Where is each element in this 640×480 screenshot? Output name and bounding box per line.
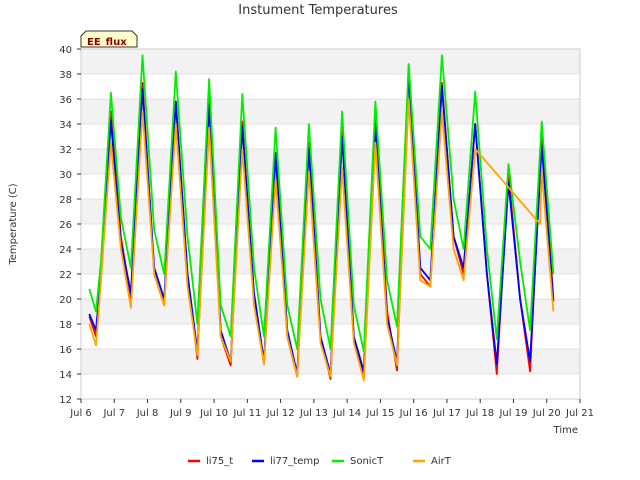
grid-band — [81, 99, 580, 124]
x-tick-label: Jul 8 — [136, 408, 159, 419]
x-tick-label: Jul 21 — [565, 408, 594, 419]
y-tick-label: 36 — [59, 95, 72, 106]
legend-label: SonicT — [350, 456, 384, 467]
series-line-SonicT — [88, 54, 555, 353]
series-line-li77_temp — [88, 73, 555, 375]
grid-band — [81, 149, 580, 174]
x-tick-label: Jul 17 — [432, 408, 461, 419]
x-tick-label: Jul 14 — [332, 408, 361, 419]
y-tick-label: 38 — [59, 70, 72, 81]
y-tick-label: 22 — [59, 270, 72, 281]
chart-title: Instument Temperatures — [238, 3, 398, 18]
grid-band — [81, 199, 580, 224]
y-tick-label: 28 — [59, 195, 72, 206]
x-tick-label: Jul 6 — [69, 408, 92, 419]
legend-label: li75_t — [206, 456, 233, 467]
x-tick-label: Jul 20 — [532, 408, 561, 419]
y-tick-label: 34 — [59, 120, 72, 131]
legend-label: li77_temp — [270, 456, 319, 467]
series-line-AirT — [88, 98, 555, 382]
x-tick-label: Jul 10 — [199, 408, 228, 419]
y-tick-label: 18 — [59, 320, 72, 331]
y-tick-label: 32 — [59, 145, 72, 156]
y-tick-label: 24 — [59, 245, 72, 256]
x-tick-label: Jul 12 — [266, 408, 295, 419]
x-tick-label: Jul 16 — [399, 408, 428, 419]
y-tick-label: 14 — [59, 370, 72, 381]
x-tick-label: Jul 13 — [299, 408, 328, 419]
y-axis-label: Temperature (C) — [8, 183, 19, 265]
legend-label: AirT — [431, 456, 452, 467]
y-tick-label: 30 — [59, 170, 72, 181]
series-lines — [88, 54, 555, 382]
grid-band — [81, 49, 580, 74]
legend: li75_t li77_temp SonicT AirT — [188, 456, 452, 467]
badge: EE_flux — [80, 30, 138, 48]
y-tick-label: 40 — [59, 45, 72, 56]
grid-band — [81, 299, 580, 324]
x-tick-label: Jul 9 — [169, 408, 192, 419]
y-tick-label: 20 — [59, 295, 72, 306]
x-tick-label: Jul 7 — [102, 408, 125, 419]
y-tick-label: 16 — [59, 345, 72, 356]
x-tick-label: Jul 18 — [465, 408, 494, 419]
x-tick-label: Jul 15 — [365, 408, 394, 419]
y-axis: 12 14 16 18 20 22 24 26 28 30 32 34 36 38 40 — [59, 45, 81, 406]
y-tick-label: 26 — [59, 220, 72, 231]
x-axis: Jul 6 Jul 7 Jul 8 Jul 9 Jul 10 Jul 11 Jul 12 Ju… — [69, 399, 594, 419]
x-axis-label: Time — [553, 425, 578, 436]
y-tick-label: 12 — [59, 395, 72, 406]
x-tick-label: Jul 11 — [232, 408, 261, 419]
badge-label: EE_flux — [87, 37, 127, 48]
x-tick-label: Jul 19 — [498, 408, 527, 419]
